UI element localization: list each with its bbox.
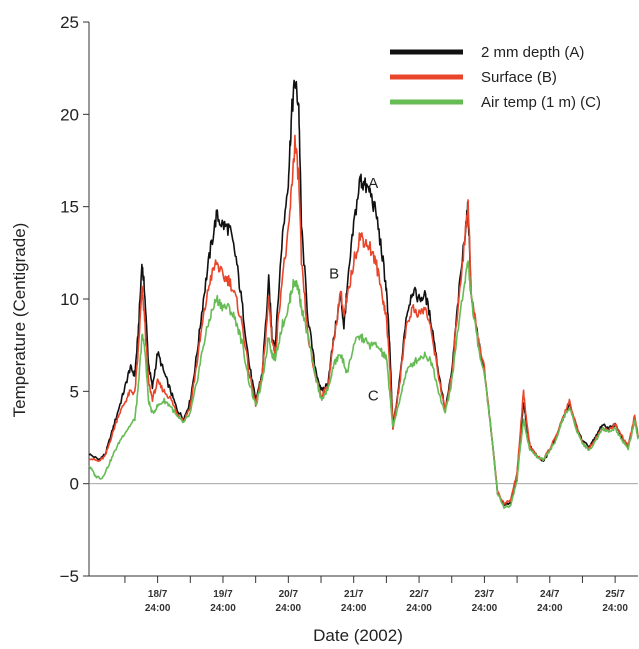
- x-tick-label-day: 21/7: [344, 589, 364, 600]
- series-line-B: [88, 134, 639, 505]
- y-axis-title: Temperature (Centigrade): [10, 223, 29, 418]
- annotation-B: B: [329, 266, 339, 283]
- annotation-A: A: [368, 175, 378, 192]
- x-tick-label-day: 22/7: [409, 589, 429, 600]
- annotation-C: C: [368, 388, 379, 405]
- y-tick-label: 20: [60, 105, 79, 124]
- x-axis-title: Date (2002): [313, 626, 403, 645]
- x-tick-label-time: 24:00: [537, 603, 563, 614]
- legend: 2 mm depth (A) Surface (B) Air temp (1 m) …: [390, 44, 601, 111]
- y-tick-label: 10: [60, 290, 79, 309]
- y-axis: −5 0 5 10 15 20 25: [60, 13, 89, 586]
- y-tick-label: 5: [70, 382, 79, 401]
- y-tick-label: −5: [60, 567, 79, 586]
- x-tick-label-day: 25/7: [605, 589, 625, 600]
- x-axis: 18/7 24:00 19/7 24:00 20/7 24:00 21/7 24:00 22/7…: [124, 576, 628, 614]
- x-tick-label-time: 24:00: [145, 603, 171, 614]
- x-tick-label-day: 24/7: [540, 589, 560, 600]
- legend-label-C: Air temp (1 m) (C): [481, 94, 601, 111]
- x-tick-label-day: 20/7: [279, 589, 299, 600]
- x-tick-label-day: 23/7: [475, 589, 495, 600]
- x-tick-label-time: 24:00: [276, 603, 302, 614]
- x-tick-label-time: 24:00: [602, 603, 628, 614]
- y-tick-label: 15: [60, 198, 79, 217]
- series-layer: [88, 79, 639, 509]
- x-tick-label-day: 18/7: [148, 589, 168, 600]
- x-tick-label-time: 24:00: [406, 603, 432, 614]
- x-tick-label-time: 24:00: [472, 603, 498, 614]
- x-tick-label-day: 19/7: [213, 589, 233, 600]
- legend-label-B: Surface (B): [481, 69, 557, 86]
- x-tick-label-time: 24:00: [210, 603, 236, 614]
- series-line-C: [88, 260, 639, 509]
- y-tick-label: 0: [70, 475, 79, 494]
- legend-label-A: 2 mm depth (A): [481, 44, 584, 61]
- y-tick-label: 25: [60, 13, 79, 32]
- annotations: A B C: [329, 175, 379, 404]
- x-tick-label-time: 24:00: [341, 603, 367, 614]
